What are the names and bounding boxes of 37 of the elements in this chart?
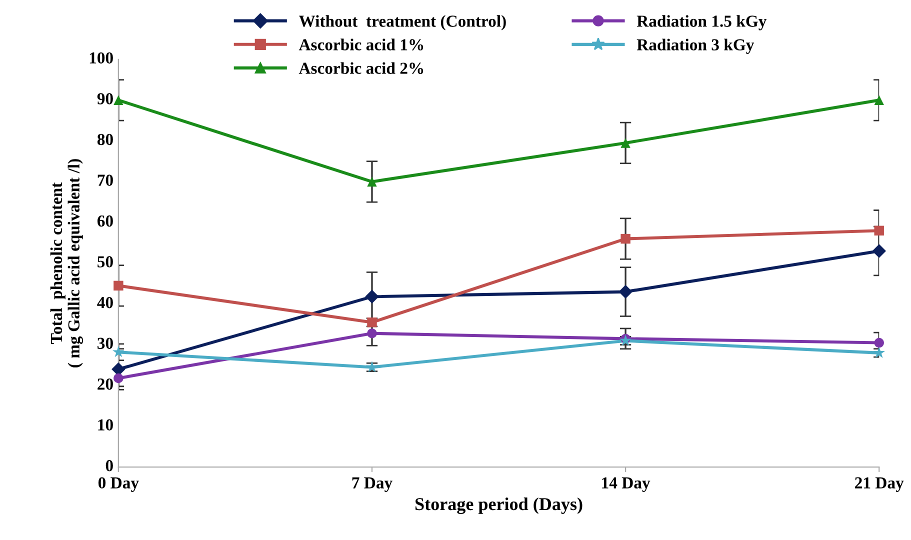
y-tick-label: 70 — [98, 174, 113, 186]
y-tick-label: 10 — [98, 419, 113, 430]
y-axis-title: Total phenolic content ( mg Gallic acid equivalent /l) — [50, 159, 84, 368]
y-tick-label: 80 — [97, 134, 113, 146]
y-tick-label: 40 — [97, 296, 113, 308]
legend-label: Radiation 1.5 kGy — [636, 15, 767, 30]
y-tick-label: 0 — [106, 460, 113, 472]
y-tick-label: 60 — [97, 215, 113, 227]
point — [874, 338, 884, 348]
point — [114, 280, 124, 291]
y-tick-label: 50 — [98, 256, 113, 268]
point — [365, 290, 379, 304]
point — [114, 373, 124, 384]
legend-label: Without treatment (Control) — [298, 15, 506, 30]
legend-label: Ascorbic acid 2% — [298, 62, 424, 74]
point — [620, 234, 630, 244]
point — [112, 346, 124, 358]
legend-label: Radiation 3 kGy — [636, 38, 754, 54]
y-tick-label: 30 — [98, 338, 113, 349]
y-tick-label: 20 — [98, 378, 113, 390]
point — [367, 328, 377, 338]
point — [874, 226, 884, 236]
x-tick-label: 21 Day — [855, 477, 904, 492]
x-axis-title: Storage period (Days) — [415, 497, 582, 514]
x-tick-label: 0 Day — [98, 477, 139, 492]
point — [367, 176, 377, 187]
point — [618, 284, 632, 299]
y-tick-label: 90 — [97, 93, 113, 104]
point — [873, 346, 886, 358]
y-tick-label: 100 — [90, 52, 113, 64]
point — [620, 138, 630, 148]
point — [874, 95, 884, 106]
point — [872, 244, 886, 258]
point — [114, 95, 124, 106]
x-tick-label: 7 Day — [352, 477, 392, 492]
x-tick-label: 14 Day — [602, 477, 650, 492]
legend-label: Ascorbic acid 1% — [298, 38, 424, 50]
